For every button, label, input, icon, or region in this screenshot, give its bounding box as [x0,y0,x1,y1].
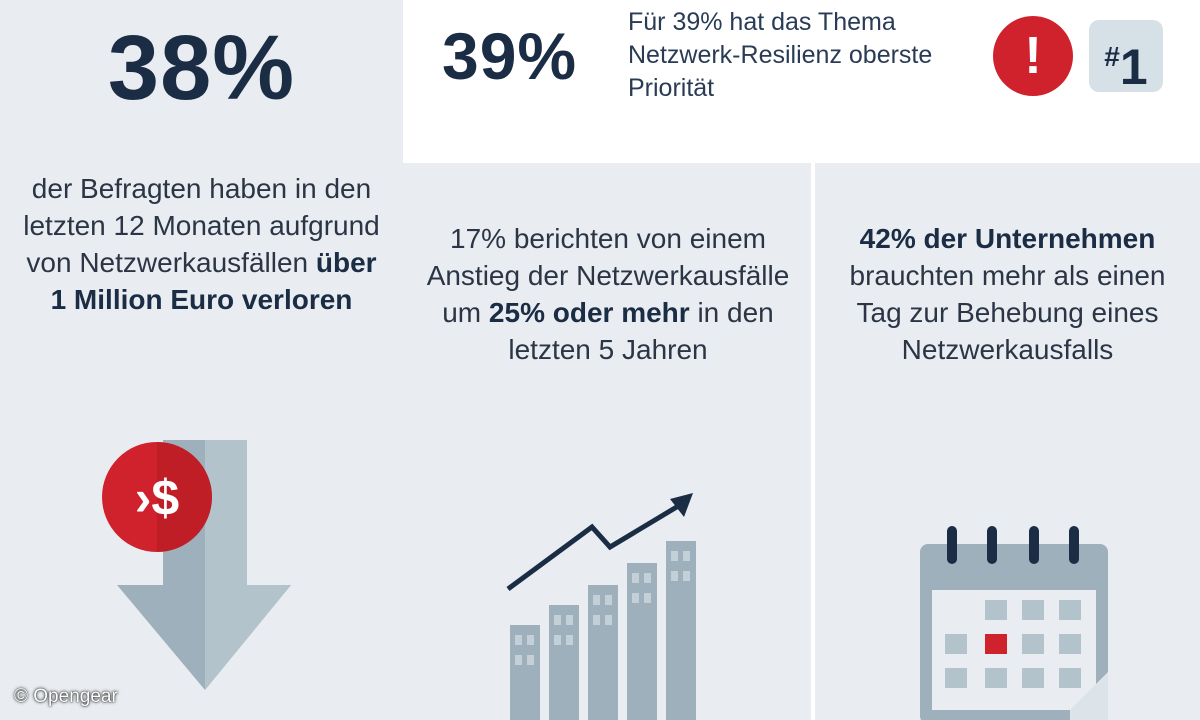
left-stat: 38% [107,17,296,119]
calendar-rings [947,526,1079,564]
alert-symbol: ! [1024,27,1042,85]
right-description-bold: 42% der Unternehmen [859,223,1156,254]
right-description-after: brauchten mehr als einen Tag zur Behebun… [849,260,1166,365]
image-credit: © Opengear [14,686,118,707]
growth-bar [549,605,579,720]
top-stat: 39% [442,19,578,93]
growth-bar [510,625,540,720]
right-description: 42% der Unternehmen brauchten mehr als e… [835,220,1180,368]
left-description-plain: der Befragten haben in den letzten 12 Mo… [23,173,380,278]
growth-bar [627,563,657,720]
top-description: Für 39% hat das Thema Netzwerk-Resilienz… [628,8,933,102]
middle-description: 17% berichten von einem Anstieg der Netz… [423,220,793,368]
left-description: der Befragten haben in den letzten 12 Mo… [20,170,383,318]
dollar-badge-shade [157,442,212,552]
growth-bar [588,585,618,720]
dollar-symbol: ›$ [135,470,180,526]
calendar-days [945,600,1081,688]
middle-description-after: in den letzten 5 Jahren [508,297,774,365]
growth-trend-arrowhead [670,493,693,517]
rank-badge: #1 [1089,20,1163,95]
rank-number: 1 [1119,39,1148,95]
calendar-icon [920,526,1108,720]
middle-description-before: 17% berichten von einem Anstieg der Netz… [426,223,790,328]
rank-value: #1 [1089,28,1163,96]
growth-bar [666,541,696,720]
left-description-bold: über 1 Million Euro verloren [50,247,377,315]
calendar-highlight-day [985,634,1007,654]
top-panel [403,0,1200,163]
rank-hash: # [1104,41,1120,72]
money-loss-arrow-icon: ›$ [102,440,291,690]
growth-trend-line [506,502,682,592]
growth-bar-windows [515,551,690,665]
down-arrow-shade [205,440,291,690]
middle-description-bold: 25% oder mehr [488,297,690,328]
calendar-page-curl [1070,672,1108,720]
alert-icon: ! [993,16,1073,96]
growth-chart-icon [506,493,696,720]
